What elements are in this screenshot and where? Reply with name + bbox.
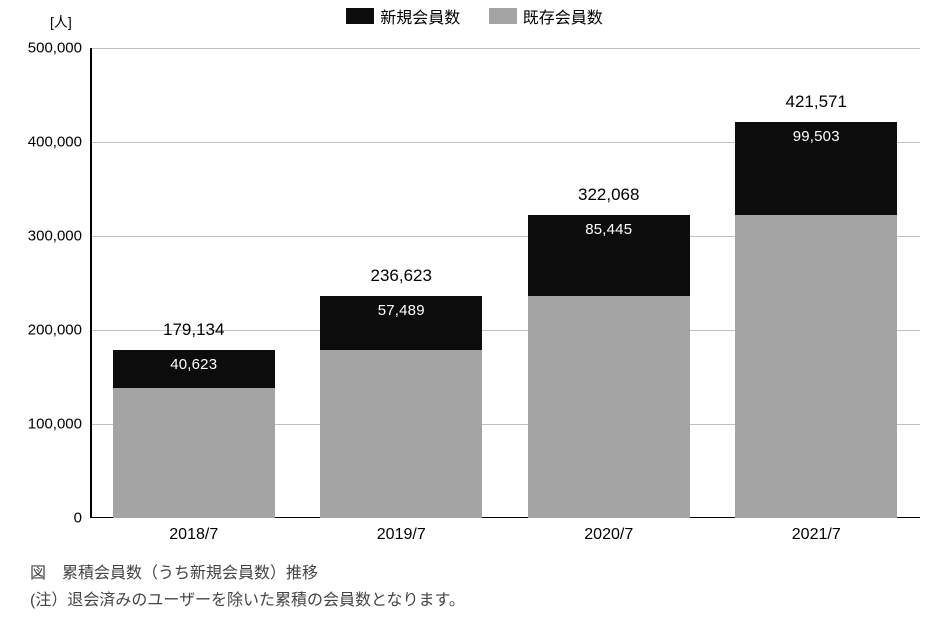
bar-segment-existing	[735, 215, 897, 518]
legend-swatch-existing-icon	[489, 8, 517, 24]
legend-item-existing: 既存会員数	[489, 4, 603, 28]
legend-label-new: 新規会員数	[380, 4, 460, 28]
bar-segment-new: 85,445	[528, 215, 690, 295]
chart-plot-area: 0100,000200,000300,000400,000500,00040,6…	[90, 48, 920, 518]
caption-line-2: (注）退会済みのユーザーを除いた累積の会員数となります。	[30, 587, 465, 614]
y-tick-label: 200,000	[28, 322, 82, 339]
bar-group: 57,489236,623	[320, 296, 482, 518]
legend-swatch-new-icon	[346, 8, 374, 24]
x-tick-label: 2018/7	[90, 526, 298, 544]
y-tick-label: 100,000	[28, 416, 82, 433]
bar-segment-existing	[528, 296, 690, 518]
x-tick-label: 2019/7	[298, 526, 506, 544]
bar-segment-existing	[113, 388, 275, 518]
caption: 図 累積会員数（うち新規会員数）推移 (注）退会済みのユーザーを除いた累積の会員…	[30, 560, 465, 614]
bar-group: 40,623179,134	[113, 350, 275, 518]
bar-new-value-label: 57,489	[320, 302, 482, 319]
bar-total-label: 236,623	[320, 266, 482, 286]
legend-label-existing: 既存会員数	[523, 4, 603, 28]
bar-new-value-label: 40,623	[113, 356, 275, 373]
bar-total-label: 179,134	[113, 320, 275, 340]
y-tick-label: 0	[74, 510, 82, 527]
page: 新規会員数 既存会員数 [人] 0100,000200,000300,00040…	[0, 0, 949, 635]
caption-line-1: 図 累積会員数（うち新規会員数）推移	[30, 560, 465, 587]
x-tick-label: 2021/7	[713, 526, 921, 544]
bar-segment-existing	[320, 350, 482, 518]
y-tick-label: 300,000	[28, 228, 82, 245]
bars-layer: 40,623179,13457,489236,62385,445322,0689…	[90, 48, 920, 518]
bar-segment-new: 57,489	[320, 296, 482, 350]
bar-group: 99,503421,571	[735, 122, 897, 518]
y-axis-unit: [人]	[50, 12, 72, 32]
legend-item-new: 新規会員数	[346, 4, 460, 28]
bar-segment-new: 99,503	[735, 122, 897, 216]
bar-total-label: 421,571	[735, 92, 897, 112]
legend: 新規会員数 既存会員数	[0, 4, 949, 29]
bar-group: 85,445322,068	[528, 215, 690, 518]
bar-new-value-label: 85,445	[528, 221, 690, 238]
y-tick-label: 400,000	[28, 134, 82, 151]
bar-total-label: 322,068	[528, 185, 690, 205]
x-tick-label: 2020/7	[505, 526, 713, 544]
bar-new-value-label: 99,503	[735, 128, 897, 145]
bar-segment-new: 40,623	[113, 350, 275, 388]
y-tick-label: 500,000	[28, 40, 82, 57]
